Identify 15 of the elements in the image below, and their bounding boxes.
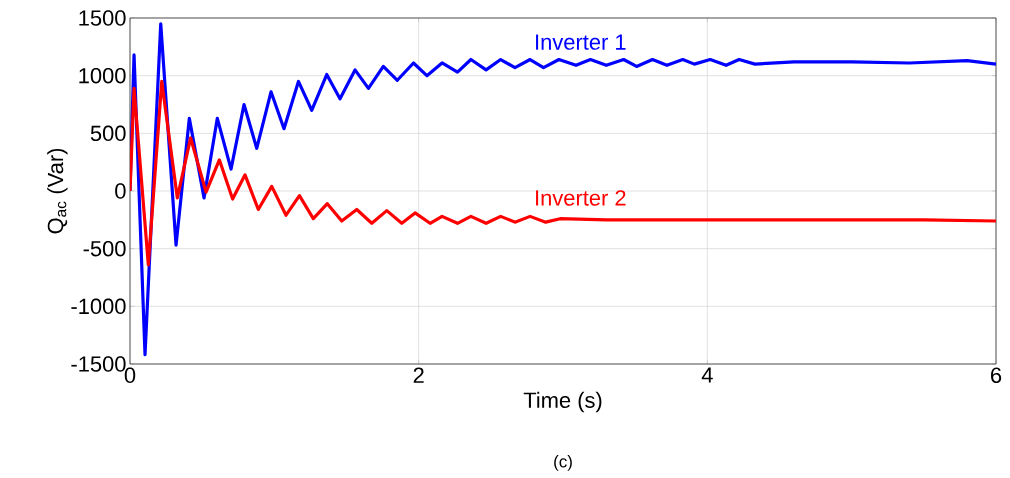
text: (c)	[554, 455, 572, 471]
y-tick-label: -500	[83, 240, 126, 257]
y-tick-label: 0	[115, 183, 126, 199]
x-tick-label: 2	[413, 367, 424, 383]
y-tick-label: -1500	[71, 356, 126, 372]
y-tick-label: 500	[90, 125, 126, 142]
series-label: Inverter 2	[536, 190, 626, 206]
x-axis-title: Time (s)	[523, 391, 602, 413]
x-tick-label: 4	[701, 367, 713, 383]
series-label: Inverter 1	[536, 34, 626, 50]
y-axis-title: Q$_{ac}$ (Var)	[47, 148, 68, 234]
x-tick-label: 6	[991, 367, 1002, 384]
y-tick-label: -1000	[71, 298, 126, 315]
y-tick-label: 1000	[79, 67, 126, 84]
y-tick-label: 1500	[79, 10, 126, 26]
